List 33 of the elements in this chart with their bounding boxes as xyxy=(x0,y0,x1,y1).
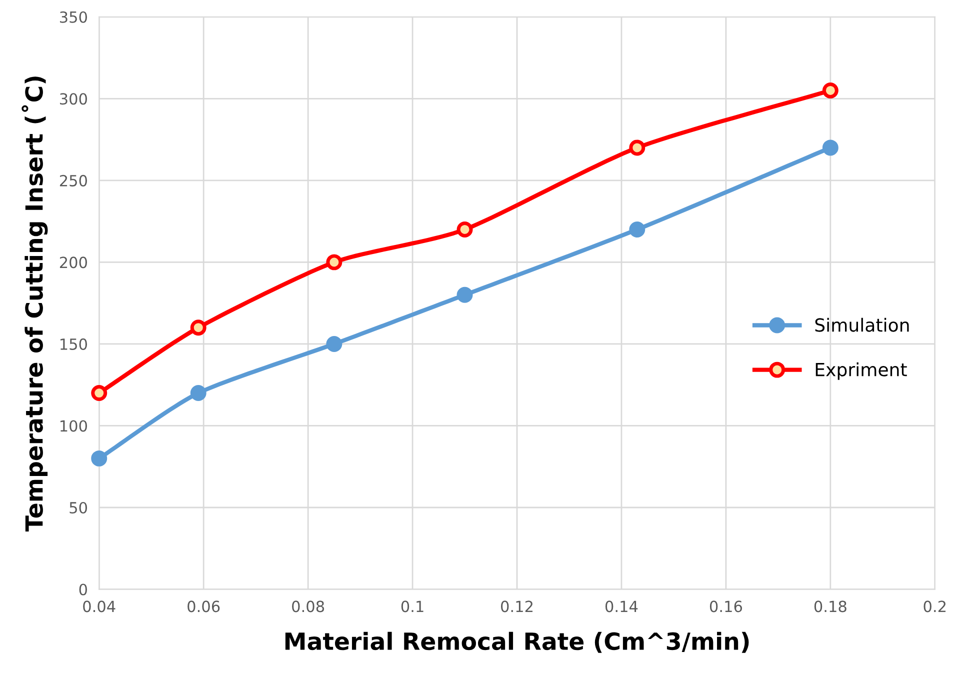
x-tick-label: 0.16 xyxy=(710,600,742,612)
x-tick-label: 0.04 xyxy=(83,600,116,612)
x-tick-label: 0.2 xyxy=(924,600,946,612)
y-tick-label: 200 xyxy=(60,256,87,268)
x-tick-label: 0.12 xyxy=(501,600,532,612)
y-tick-label: 0 xyxy=(79,584,87,596)
legend-label: Expriment xyxy=(816,362,907,380)
legend-label: Simulation xyxy=(815,318,909,332)
point xyxy=(326,336,342,352)
y-tick-label: 100 xyxy=(60,420,87,432)
point xyxy=(190,385,206,402)
x-tick-label: 0.1 xyxy=(401,600,424,612)
point xyxy=(629,221,646,238)
point xyxy=(456,286,473,303)
y-tick-label: 350 xyxy=(60,11,87,23)
x-tick-label: 0.14 xyxy=(605,600,638,612)
y-axis-title: Temperature of Cutting Insert (˚C) xyxy=(22,76,48,532)
x-axis-title: Material Remocal Rate (Cm^3/min) xyxy=(285,632,749,653)
y-tick-label: 300 xyxy=(60,93,87,105)
point xyxy=(629,140,646,156)
y-tick-label: 250 xyxy=(60,174,87,186)
point xyxy=(190,320,206,336)
point xyxy=(326,254,342,270)
x-tick-label: 0.06 xyxy=(188,600,220,612)
y-tick-label: 150 xyxy=(60,338,87,350)
y-tick-label: 50 xyxy=(70,502,87,514)
x-tick-label: 0.08 xyxy=(292,600,324,612)
point xyxy=(91,385,108,402)
point xyxy=(822,140,838,156)
point xyxy=(822,82,838,98)
point xyxy=(91,450,108,466)
point xyxy=(456,221,473,238)
x-tick-label: 0.18 xyxy=(814,600,846,612)
